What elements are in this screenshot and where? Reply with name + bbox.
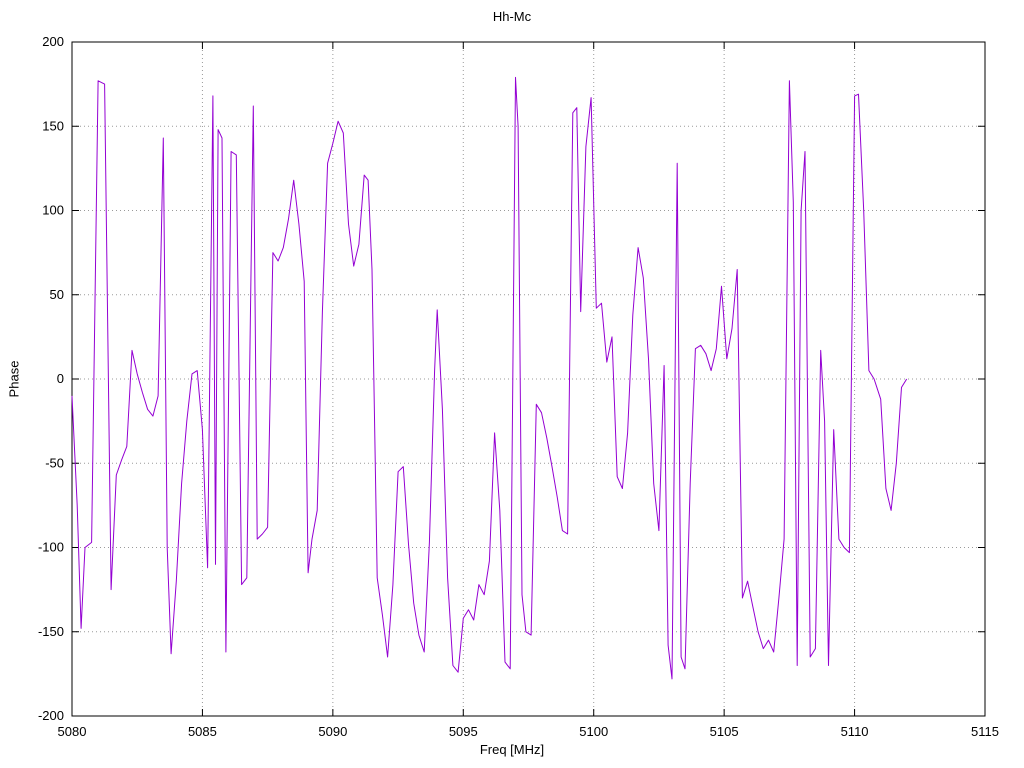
x-tick-label: 5080 xyxy=(58,724,87,739)
y-tick-label: 0 xyxy=(57,371,64,386)
x-tick-label: 5090 xyxy=(318,724,347,739)
chart-title: Hh-Mc xyxy=(492,9,532,24)
y-tick-label: 100 xyxy=(42,203,64,218)
x-tick-label: 5095 xyxy=(449,724,478,739)
y-tick-label: -150 xyxy=(38,624,64,639)
y-tick-label: -50 xyxy=(45,455,64,470)
y-tick-label: 50 xyxy=(50,287,64,302)
phase-series-line xyxy=(71,76,908,680)
y-tick-label: -200 xyxy=(38,708,64,723)
x-tick-label: 5100 xyxy=(579,724,608,739)
y-tick-label: 200 xyxy=(42,34,64,49)
x-tick-label: 5115 xyxy=(971,724,999,739)
x-axis-label: Freq [MHz] xyxy=(479,742,545,757)
y-tick-label: 150 xyxy=(42,118,64,133)
x-tick-label: 5085 xyxy=(188,724,217,739)
x-tick-label: 5105 xyxy=(710,724,739,739)
y-tick-label: -100 xyxy=(38,540,64,555)
plot-border xyxy=(71,41,986,717)
x-tick-label: 5110 xyxy=(841,724,869,739)
